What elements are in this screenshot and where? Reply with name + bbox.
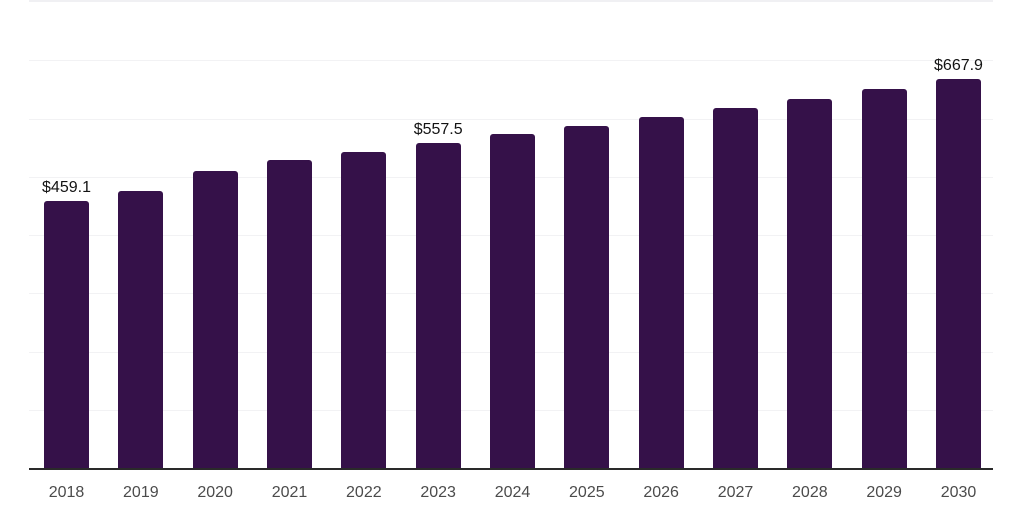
- bar-2024: [489, 133, 535, 468]
- x-tick-2025: 2025: [569, 484, 605, 501]
- bar-2025: [564, 125, 610, 468]
- value-label-2030: $667.9: [934, 56, 983, 74]
- bar-2020: [192, 170, 238, 468]
- x-tick-2029: 2029: [866, 484, 902, 501]
- plot-top-border: [29, 0, 993, 2]
- bar-2026: [638, 116, 684, 468]
- x-tick-2023: 2023: [420, 484, 456, 501]
- x-tick-2028: 2028: [792, 484, 828, 501]
- bar-2022: [341, 152, 387, 468]
- x-tick-2027: 2027: [717, 484, 754, 501]
- gridline-700: [29, 60, 993, 62]
- plot-area: $459.1 $557.5 $667.9: [29, 2, 993, 468]
- x-tick-2022: 2022: [346, 484, 382, 501]
- bar-2030: [935, 78, 981, 468]
- value-label-2023: $557.5: [413, 121, 463, 139]
- x-tick-2024: 2024: [494, 484, 531, 501]
- x-tick-2019: 2019: [123, 484, 159, 501]
- x-tick-2018: 2018: [48, 484, 85, 501]
- x-tick-2020: 2020: [197, 484, 233, 501]
- bar-2018: [44, 200, 89, 468]
- bar-2019: [118, 191, 164, 468]
- gridline-600: [29, 118, 993, 120]
- x-axis-line: [29, 468, 993, 470]
- bar-2027: [712, 108, 758, 468]
- bar-2028: [787, 98, 833, 468]
- bar-2029: [861, 88, 907, 468]
- x-tick-2021: 2021: [271, 484, 308, 501]
- bar-2023: [415, 143, 461, 468]
- x-tick-2026: 2026: [643, 484, 679, 501]
- bar-2021: [266, 160, 312, 468]
- x-tick-2030: 2030: [940, 484, 977, 501]
- value-label-2018: $459.1: [42, 178, 91, 196]
